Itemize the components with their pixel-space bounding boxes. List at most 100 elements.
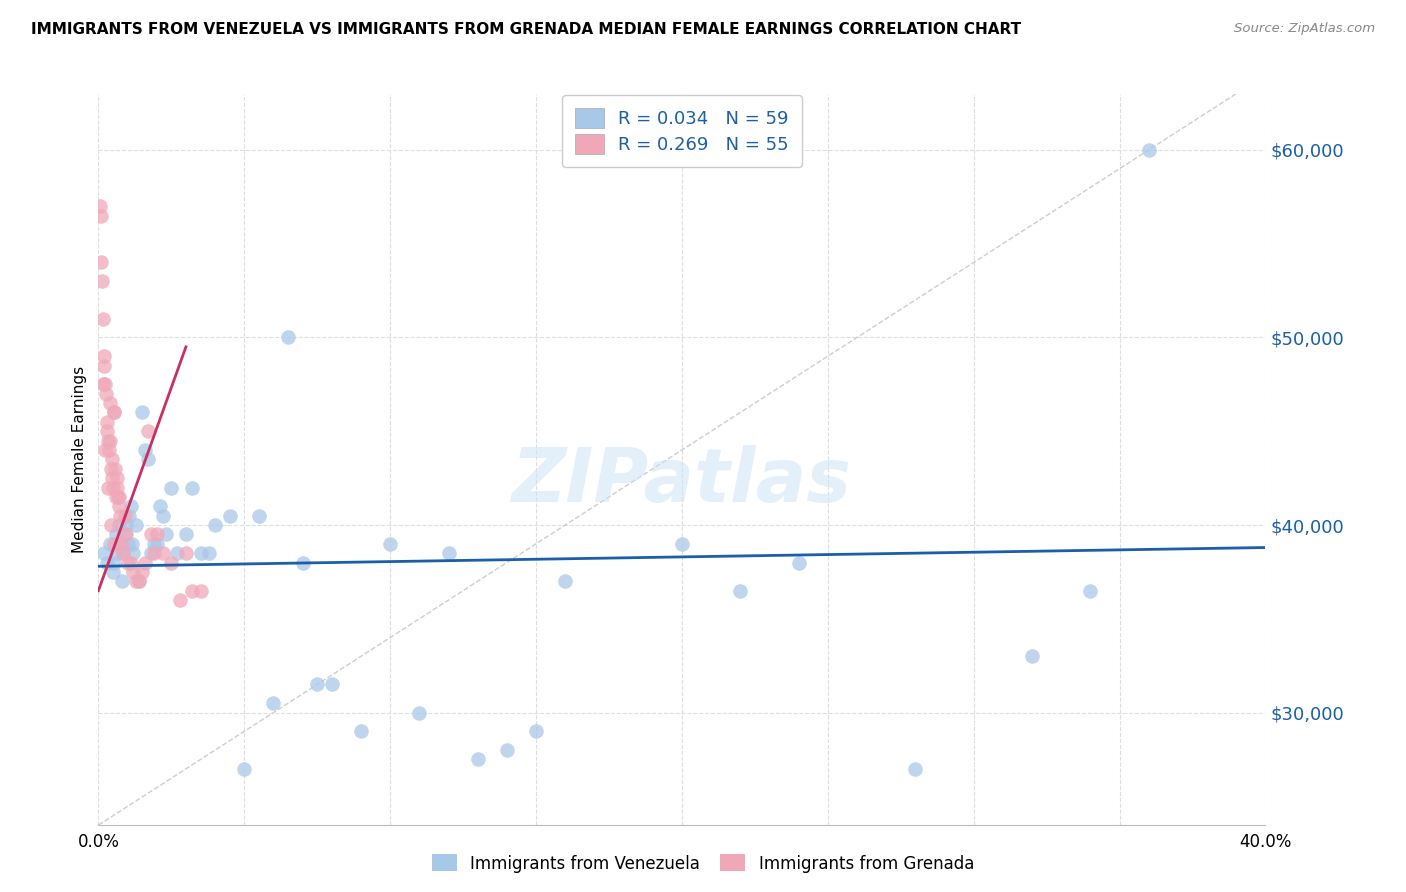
Point (98, 396, 121, 410)
Y-axis label: Median Female Earnings: Median Female Earnings (72, 366, 87, 553)
Text: Source: ZipAtlas.com: Source: ZipAtlas.com (1234, 22, 1375, 36)
Point (114, 527, 136, 541)
Legend: Immigrants from Venezuela, Immigrants from Grenada: Immigrants from Venezuela, Immigrants fr… (426, 847, 980, 880)
Point (101, 481, 124, 495)
Point (96, 556, 118, 570)
Point (190, 546, 212, 560)
Point (554, 574, 576, 589)
Point (104, 527, 127, 541)
Point (380, 537, 402, 551)
Point (107, 490, 129, 504)
Point (121, 537, 143, 551)
Point (190, 583, 212, 598)
Point (174, 527, 197, 541)
Point (111, 537, 134, 551)
Point (90, 274, 112, 288)
Point (93, 359, 115, 373)
Point (149, 500, 172, 514)
Point (1021, 649, 1043, 664)
Point (204, 518, 226, 533)
Point (94, 442, 117, 457)
Point (247, 508, 270, 523)
Point (110, 537, 132, 551)
Point (97, 442, 120, 457)
Point (174, 546, 197, 560)
Point (103, 537, 125, 551)
Point (117, 537, 139, 551)
Point (91, 311, 114, 326)
Point (104, 490, 127, 504)
Point (111, 574, 134, 589)
Point (160, 481, 183, 495)
Point (152, 546, 174, 560)
Point (277, 330, 299, 344)
Point (1137, 143, 1160, 157)
Point (307, 677, 329, 691)
Point (122, 565, 145, 579)
Point (291, 556, 314, 570)
Point (263, 696, 285, 710)
Point (408, 706, 430, 720)
Point (90, 255, 112, 269)
Point (108, 500, 131, 514)
Point (671, 537, 693, 551)
Point (136, 424, 159, 438)
Text: IMMIGRANTS FROM VENEZUELA VS IMMIGRANTS FROM GRENADA MEDIAN FEMALE EARNINGS CORR: IMMIGRANTS FROM VENEZUELA VS IMMIGRANTS … (31, 22, 1021, 37)
Point (94, 377, 117, 392)
Point (98, 537, 121, 551)
Point (233, 762, 256, 776)
Point (160, 556, 183, 570)
Point (128, 574, 150, 589)
Point (467, 752, 489, 766)
Point (93, 546, 115, 560)
Point (97, 481, 120, 495)
Point (103, 405, 125, 419)
Point (180, 481, 202, 495)
Point (180, 583, 202, 598)
Point (117, 556, 139, 570)
Point (122, 546, 145, 560)
Point (105, 471, 128, 485)
Point (103, 405, 125, 419)
Point (89, 199, 111, 213)
Point (91, 377, 114, 392)
Point (787, 556, 810, 570)
Point (134, 442, 156, 457)
Point (125, 518, 148, 533)
Legend: R = 0.034   N = 59, R = 0.269   N = 55: R = 0.034 N = 59, R = 0.269 N = 55 (562, 95, 801, 167)
Point (100, 452, 122, 467)
Point (169, 593, 191, 607)
Point (218, 508, 240, 523)
Point (730, 583, 752, 598)
Point (125, 574, 148, 589)
Point (120, 500, 142, 514)
Point (128, 574, 150, 589)
Point (115, 518, 138, 533)
Point (101, 565, 124, 579)
Point (146, 527, 169, 541)
Point (118, 508, 141, 523)
Point (101, 471, 124, 485)
Point (120, 556, 142, 570)
Point (96, 424, 118, 438)
Point (104, 462, 127, 476)
Point (437, 546, 460, 560)
Point (100, 518, 122, 533)
Point (496, 743, 519, 757)
Point (142, 546, 165, 560)
Point (90, 209, 112, 223)
Point (98, 434, 121, 448)
Point (100, 462, 122, 476)
Point (198, 546, 221, 560)
Point (115, 527, 138, 541)
Point (904, 762, 927, 776)
Point (93, 349, 115, 363)
Point (108, 490, 131, 504)
Point (134, 556, 156, 570)
Point (146, 537, 169, 551)
Point (105, 546, 128, 560)
Point (152, 508, 174, 523)
Point (131, 565, 153, 579)
Point (1080, 583, 1102, 598)
Point (139, 527, 162, 541)
